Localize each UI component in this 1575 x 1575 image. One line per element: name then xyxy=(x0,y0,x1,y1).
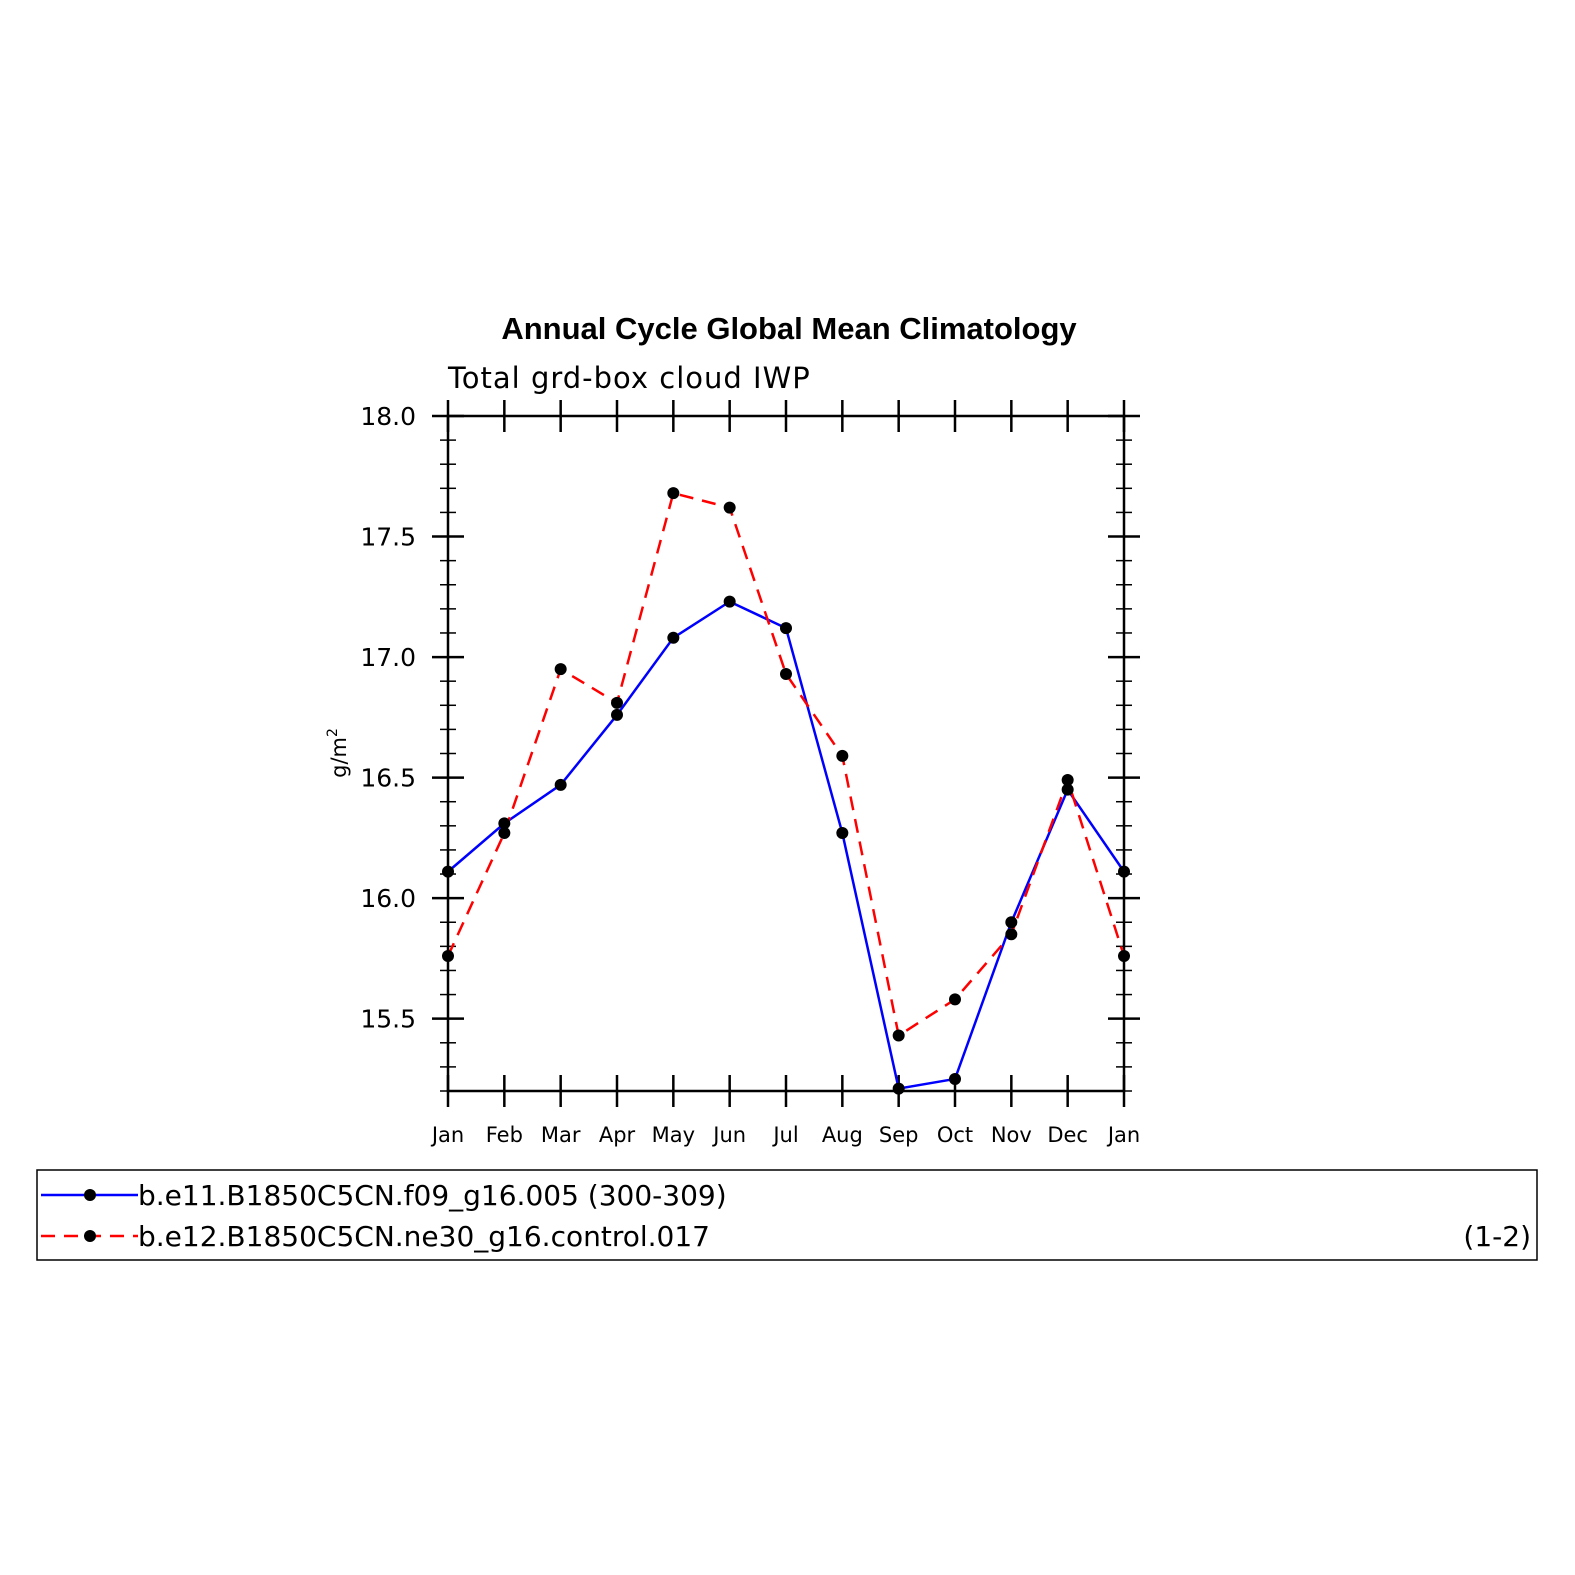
data-point-series-2 xyxy=(1005,928,1018,941)
data-point-series-2 xyxy=(949,993,961,1006)
data-point-series-1 xyxy=(442,865,454,878)
data-point-series-1 xyxy=(723,595,736,608)
data-point-series-1 xyxy=(1118,865,1130,878)
x-tick-label: Aug xyxy=(822,1123,863,1147)
x-tick-label: Nov xyxy=(991,1123,1032,1147)
chart-title: Annual Cycle Global Mean Climatology xyxy=(501,311,1077,346)
x-tick-labels: Jan Feb Mar Apr May Jun Jul Aug Sep Oct Nov Dec Jan xyxy=(430,1123,1140,1147)
data-point-series-1 xyxy=(667,631,680,644)
data-point-series-2 xyxy=(1061,774,1074,787)
data-point-series-1 xyxy=(836,827,849,840)
x-tick-label: Feb xyxy=(486,1123,523,1147)
data-point-series-1 xyxy=(498,817,511,830)
chart-subtitle: Total grd-box cloud IWP xyxy=(447,361,811,395)
y-tick-label: 15.5 xyxy=(360,1005,416,1034)
y-tick-label: 18.0 xyxy=(360,402,416,431)
x-tick-label: Apr xyxy=(599,1123,636,1147)
data-point-series-1 xyxy=(892,1082,905,1095)
data-point-series-2 xyxy=(554,663,567,676)
data-point-series-2 xyxy=(836,749,849,762)
axis-ticks xyxy=(432,400,1140,1107)
x-tick-label: Mar xyxy=(541,1123,581,1147)
plot-area: 15.5 16.0 16.5 17.0 17.5 18.0 Jan Feb Mar Apr May… xyxy=(360,400,1140,1147)
y-axis-label: g/m2 xyxy=(325,728,351,778)
legend: b.e11.B1850C5CN.f09_g16.005 (300-309) b.… xyxy=(36,1169,1538,1261)
legend-box xyxy=(36,1169,1538,1261)
series-line-2 xyxy=(446,491,1126,1038)
data-point-series-1 xyxy=(1061,783,1074,796)
x-tick-label: Jan xyxy=(1106,1123,1140,1147)
series-lines xyxy=(446,491,1126,1091)
y-tick-label: 17.5 xyxy=(360,523,416,552)
data-point-series-2 xyxy=(667,487,680,500)
y-tick-label: 16.5 xyxy=(360,764,416,793)
data-point-series-2 xyxy=(498,827,511,840)
x-tick-label: Jul xyxy=(771,1123,798,1147)
data-point-series-2 xyxy=(892,1029,905,1042)
x-tick-label: May xyxy=(652,1123,695,1147)
data-point-series-1 xyxy=(554,778,567,791)
x-tick-label: Jun xyxy=(711,1123,746,1147)
legend-label-series-1: b.e11.B1850C5CN.f09_g16.005 (300-309) xyxy=(138,1179,727,1212)
data-point-series-1 xyxy=(1005,916,1018,929)
x-tick-label: Jan xyxy=(430,1123,464,1147)
plot-frame xyxy=(446,414,1126,1093)
y-tick-label: 16.0 xyxy=(360,884,416,913)
legend-marker-series-1 xyxy=(84,1189,96,1201)
series-markers xyxy=(442,487,1130,1095)
data-point-series-2 xyxy=(442,950,454,962)
y-tick-labels: 15.5 16.0 16.5 17.0 17.5 18.0 xyxy=(360,402,416,1034)
y-tick-label: 17.0 xyxy=(360,643,416,672)
legend-label-series-2: b.e12.B1850C5CN.ne30_g16.control.017 xyxy=(138,1220,710,1253)
data-point-series-1 xyxy=(611,708,623,721)
x-tick-label: Dec xyxy=(1047,1123,1088,1147)
y-axis-label-superscript: 2 xyxy=(325,728,341,737)
legend-note: (1-2) xyxy=(1463,1220,1531,1253)
data-point-series-2 xyxy=(611,696,623,709)
legend-marker-series-2 xyxy=(84,1230,96,1242)
data-point-series-1 xyxy=(949,1072,961,1085)
x-tick-label: Oct xyxy=(937,1123,973,1147)
data-point-series-2 xyxy=(1118,950,1130,962)
data-point-series-2 xyxy=(723,501,736,514)
data-point-series-2 xyxy=(780,667,792,680)
x-tick-label: Sep xyxy=(879,1123,919,1147)
data-point-series-1 xyxy=(780,622,792,635)
